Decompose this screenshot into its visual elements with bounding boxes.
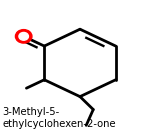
Circle shape (19, 32, 28, 40)
Circle shape (15, 30, 32, 43)
Text: 3-Methyl-5-
ethylcyclohexen-2-one: 3-Methyl-5- ethylcyclohexen-2-one (2, 107, 116, 129)
